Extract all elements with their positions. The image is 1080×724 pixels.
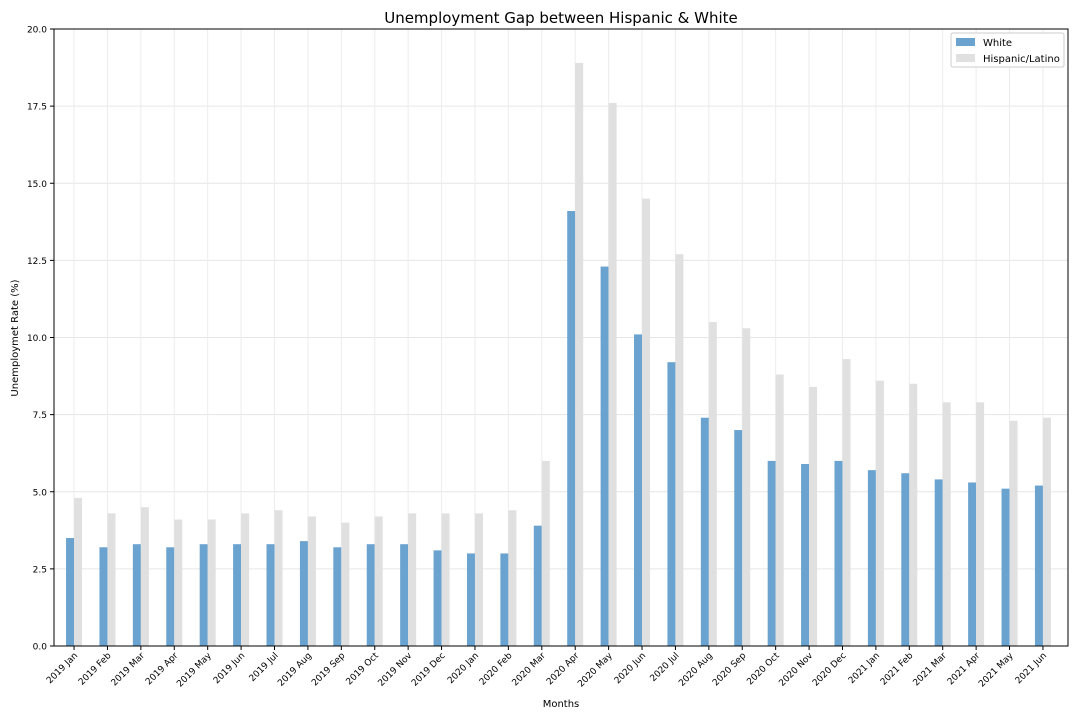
bar-hispanic <box>207 519 216 646</box>
bar-white <box>1034 485 1043 646</box>
y-tick-label: 17.5 <box>27 103 47 113</box>
legend-label-hispanic: Hispanic/Latino <box>983 54 1060 65</box>
bar-white <box>867 470 876 646</box>
bar-white <box>901 473 910 646</box>
bar-hispanic <box>508 510 517 646</box>
bar-hispanic <box>374 516 383 646</box>
y-ticks: 0.0 2.5 5.0 7.5 10.0 12.5 15.0 17.5 20.0 <box>27 26 54 653</box>
bar-hispanic <box>842 359 851 646</box>
y-tick-label: 2.5 <box>33 565 47 575</box>
legend-label-white: White <box>983 38 1012 49</box>
bar-white <box>433 550 442 646</box>
bar-hispanic <box>976 402 985 646</box>
bar-hispanic <box>875 380 884 646</box>
bar-hispanic <box>74 497 83 646</box>
bar-hispanic <box>174 519 183 646</box>
bar-white <box>934 479 943 646</box>
legend: White Hispanic/Latino <box>950 32 1065 68</box>
bar-hispanic <box>408 513 417 646</box>
bar-white <box>667 362 676 646</box>
bar-white <box>1001 488 1010 646</box>
bar-white <box>734 430 743 646</box>
y-tick-label: 0.0 <box>33 643 48 653</box>
bar-hispanic <box>140 507 149 646</box>
bar-white <box>801 463 810 646</box>
y-tick-label: 12.5 <box>27 257 47 267</box>
y-tick-label: 10.0 <box>27 334 47 344</box>
bar-hispanic <box>474 513 483 646</box>
bar-hispanic <box>441 513 450 646</box>
bar-hispanic <box>909 383 918 646</box>
bar-hispanic <box>775 374 784 646</box>
bar-white <box>466 553 475 646</box>
bar-white <box>66 538 75 646</box>
bar-white <box>400 544 409 646</box>
bar-white <box>700 417 709 646</box>
bar-white <box>500 553 509 646</box>
y-tick-label: 20.0 <box>27 26 47 36</box>
bar-white <box>299 541 308 646</box>
bar-hispanic <box>742 328 751 646</box>
bar-hispanic <box>575 62 584 647</box>
bar-hispanic <box>675 254 684 646</box>
y-tick-label: 7.5 <box>33 411 47 421</box>
chart-title: Unemployment Gap between Hispanic & Whit… <box>384 9 738 27</box>
bar-white <box>166 547 175 646</box>
bar-hispanic <box>809 386 818 646</box>
bar-hispanic <box>107 513 116 646</box>
bar-hispanic <box>541 460 550 646</box>
bar-white <box>600 266 609 646</box>
bar-hispanic <box>341 522 350 646</box>
bar-hispanic <box>608 103 617 647</box>
bar-white <box>567 211 576 646</box>
y-tick-label: 15.0 <box>27 180 47 190</box>
x-axis-label: Months <box>543 699 580 710</box>
bar-white <box>333 547 342 646</box>
bar-white <box>634 334 643 646</box>
legend-swatch-white <box>956 38 975 46</box>
y-tick-label: 5.0 <box>33 488 48 498</box>
bar-white <box>132 544 141 646</box>
bar-white <box>968 482 977 646</box>
bar-white <box>533 525 542 646</box>
bar-white <box>99 547 108 646</box>
bar-hispanic <box>642 198 651 647</box>
legend-box <box>950 32 1065 68</box>
bar-white <box>767 460 776 646</box>
bar-white <box>366 544 375 646</box>
bar-hispanic <box>307 516 316 646</box>
bar-hispanic <box>942 402 951 646</box>
y-axis-label: Unemploymet Rate (%) <box>10 279 21 396</box>
bar-hispanic <box>1042 417 1051 646</box>
bar-hispanic <box>708 322 717 646</box>
legend-swatch-hispanic <box>956 54 975 62</box>
bar-white <box>834 460 843 646</box>
bar-hispanic <box>241 513 250 646</box>
bar-hispanic <box>1009 420 1018 646</box>
bar-white <box>233 544 242 646</box>
bar-white <box>199 544 208 646</box>
bars <box>66 62 1051 647</box>
bar-white <box>266 544 275 646</box>
bar-hispanic <box>274 510 283 646</box>
